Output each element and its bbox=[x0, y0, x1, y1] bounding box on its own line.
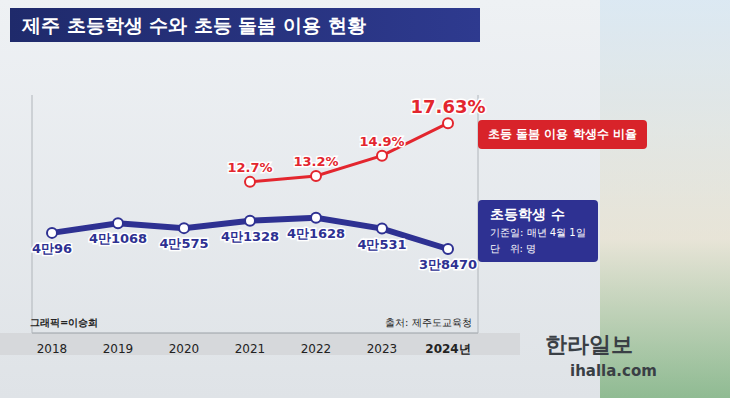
svg-text:2020: 2020 bbox=[169, 342, 200, 355]
svg-text:17.63%: 17.63% bbox=[411, 96, 486, 117]
html-text:초등학생 수: 초등학생 수 bbox=[490, 206, 565, 222]
html-text:ihalla.com: ihalla.com bbox=[570, 362, 657, 380]
html-text:제주 초등학생 수와 초등 돌봄 이용 현황: 제주 초등학생 수와 초등 돌봄 이용 현황 bbox=[22, 14, 366, 36]
svg-text:4만1328: 4만1328 bbox=[221, 229, 279, 244]
svg-text:2018: 2018 bbox=[37, 342, 68, 355]
svg-text:4만575: 4만575 bbox=[159, 236, 208, 251]
html-text:출처: 제주도교육청: 출처: 제주도교육청 bbox=[385, 317, 472, 328]
svg-text:3만8470: 3만8470 bbox=[419, 257, 477, 272]
svg-text:4만1068: 4만1068 bbox=[89, 231, 147, 246]
html-text:한라일보: 한라일보 bbox=[545, 332, 633, 357]
html-text:초등 돌봄 이용 학생수 비율: 초등 돌봄 이용 학생수 비율 bbox=[488, 127, 637, 141]
svg-text:2024년: 2024년 bbox=[425, 342, 470, 355]
svg-text:2023: 2023 bbox=[367, 342, 398, 355]
html-text:기준일: 매년 4월 1일: 기준일: 매년 4월 1일 bbox=[490, 227, 586, 238]
svg-text:2021: 2021 bbox=[235, 342, 266, 355]
svg-text:14.9%: 14.9% bbox=[359, 134, 404, 149]
svg-text:4만531: 4만531 bbox=[357, 237, 406, 252]
svg-text:2019: 2019 bbox=[103, 342, 134, 355]
html-text:단 위: 명: 단 위: 명 bbox=[490, 243, 537, 254]
html-text:그래픽=이승희: 그래픽=이승희 bbox=[30, 317, 99, 328]
svg-text:4만96: 4만96 bbox=[32, 241, 72, 256]
svg-text:2022: 2022 bbox=[301, 342, 332, 355]
svg-text:4만1628: 4만1628 bbox=[287, 226, 345, 241]
svg-text:12.7%: 12.7% bbox=[227, 160, 272, 175]
svg-text:13.2%: 13.2% bbox=[293, 154, 338, 169]
